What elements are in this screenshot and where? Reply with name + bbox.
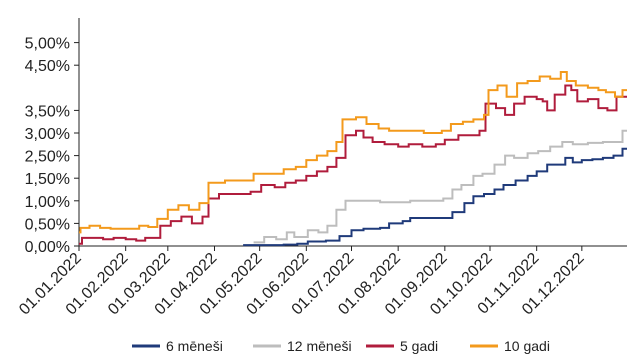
- legend-label: 10 gadi: [504, 338, 550, 354]
- series-layer: [79, 71, 627, 247]
- series-line: [79, 84, 627, 245]
- y-tick-label: 3,00%: [25, 126, 70, 143]
- y-tick-label: 0,00%: [25, 239, 70, 256]
- x-axis: 01.01.202201.02.202201.03.202201.04.2022…: [16, 245, 627, 318]
- y-tick-label: 2,50%: [25, 149, 70, 166]
- y-tick-label: 5,00%: [25, 36, 70, 53]
- series-line: [243, 147, 627, 247]
- series-line: [253, 129, 627, 244]
- legend-label: 12 mēneši: [287, 338, 352, 354]
- y-tick-label: 4,50%: [25, 58, 70, 75]
- series-line: [79, 71, 627, 234]
- legend: 6 mēneši 12 mēneši 5 gadi 10 gadi: [132, 338, 550, 354]
- y-tick-label: 0,50%: [25, 216, 70, 233]
- y-tick-label: 1,00%: [25, 194, 70, 211]
- legend-label: 5 gadi: [400, 338, 438, 354]
- y-tick-label: 1,50%: [25, 171, 70, 188]
- y-axis: 0,00% 0,50% 1,00% 1,50% 2,50% 3,00% 3,50% 4,50%…: [25, 18, 80, 256]
- y-tick-label: 3,50%: [25, 103, 70, 120]
- legend-label: 6 mēneši: [166, 338, 223, 354]
